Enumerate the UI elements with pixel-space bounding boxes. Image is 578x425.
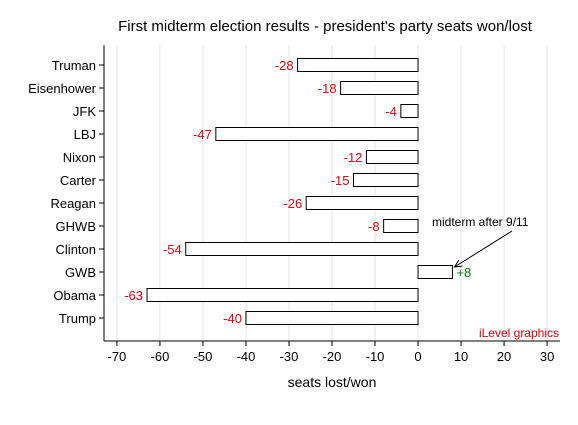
- category-label: Clinton: [56, 242, 96, 257]
- value-label: -63: [124, 288, 143, 303]
- bar: [297, 58, 419, 72]
- labels: Truman -28 Eisenhower -18 JFK -4 LBJ -47 Nixon -1…: [28, 58, 529, 326]
- bar: [383, 219, 419, 233]
- value-label: +8: [456, 265, 471, 280]
- category-label: GHWB: [56, 219, 96, 234]
- chart-title: First midterm election results - preside…: [118, 18, 533, 35]
- bar: [353, 173, 419, 187]
- x-tick-label: -10: [366, 349, 385, 364]
- value-label: -18: [318, 81, 337, 96]
- category-label: Truman: [52, 58, 96, 73]
- bar: [400, 104, 419, 118]
- bar: [417, 265, 453, 279]
- annotation-text: midterm after 9/11: [432, 215, 529, 229]
- value-label: -15: [331, 173, 350, 188]
- category-label: Obama: [53, 288, 96, 303]
- bar: [185, 242, 419, 256]
- x-tick-label: -70: [108, 349, 127, 364]
- value-label: -8: [368, 219, 380, 234]
- annotation-arrowhead: [453, 259, 463, 268]
- x-tick-label: 20: [497, 349, 511, 364]
- category-label: JFK: [73, 104, 96, 119]
- value-label: -54: [163, 242, 182, 257]
- bar: [340, 81, 419, 95]
- category-label: Carter: [60, 173, 97, 188]
- category-label: LBJ: [74, 127, 96, 142]
- bar: [146, 288, 419, 302]
- bar: [365, 150, 419, 164]
- value-label: -47: [193, 127, 212, 142]
- x-tick-label: 0: [414, 349, 421, 364]
- x-tick-label: -20: [323, 349, 342, 364]
- category-label: Nixon: [63, 150, 96, 165]
- value-label: -40: [223, 311, 242, 326]
- credit-label: iLevel graphics: [479, 326, 559, 340]
- bars: [146, 58, 453, 325]
- x-tick-label: 10: [454, 349, 468, 364]
- category-label: Reagan: [50, 196, 96, 211]
- value-label: -12: [344, 150, 363, 165]
- axes: -70 -60 -50 -40 -30 -20 -10 0 10 20 30: [99, 45, 560, 364]
- x-tick-label: -30: [280, 349, 299, 364]
- value-label: -4: [385, 104, 397, 119]
- category-label: Eisenhower: [28, 81, 97, 96]
- value-label: -28: [275, 58, 294, 73]
- annotation-arrow: [454, 230, 513, 268]
- category-label: Trump: [59, 311, 96, 326]
- x-tick-label: -40: [237, 349, 256, 364]
- category-label: GWB: [65, 265, 96, 280]
- value-label: -26: [283, 196, 302, 211]
- bar: [245, 311, 419, 325]
- x-tick-label: -60: [151, 349, 170, 364]
- x-axis-title: seats lost/won: [288, 374, 377, 390]
- bar: [305, 196, 419, 210]
- x-tick-label: -50: [194, 349, 213, 364]
- x-tick-label: 30: [540, 349, 554, 364]
- bar: [215, 127, 419, 141]
